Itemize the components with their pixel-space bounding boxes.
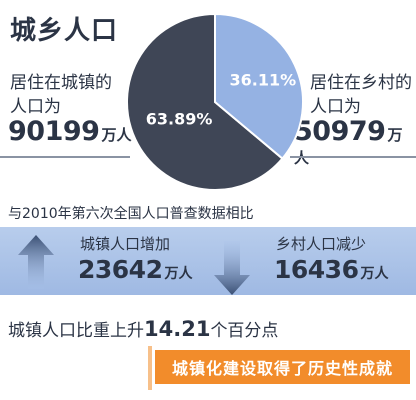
urban-label-line2: 人口为: [10, 97, 61, 117]
urban-change-label: 城镇人口增加: [80, 235, 171, 253]
urban-change-value: 23642: [78, 255, 163, 284]
rural-label-line2: 人口为: [310, 97, 361, 117]
urban-label-line1: 居住在城镇的: [10, 73, 112, 93]
rural-change-unit: 万人: [360, 266, 389, 282]
arrow-up-icon: [18, 235, 54, 289]
rise-value: 14.21: [144, 317, 211, 341]
banner-accent-bar: [148, 346, 152, 390]
rural-value: 50979: [294, 116, 386, 147]
pie-label-rural: 36.11%: [230, 71, 297, 90]
rural-change-group: 16436 万人: [274, 255, 388, 284]
rural-change-label: 乡村人口减少: [276, 235, 367, 253]
rural-value-group: 50979 万人: [294, 116, 416, 168]
urban-divider: [0, 156, 130, 158]
rural-unit: 万人: [294, 126, 403, 167]
urban-change-group: 23642 万人: [78, 255, 192, 284]
rise-prefix: 城镇人口比重上升: [8, 321, 144, 341]
urban-share-rise: 城镇人口比重上升14.21个百分点: [8, 316, 278, 341]
rural-divider: [290, 156, 416, 158]
urban-value-group: 90199 万人: [8, 116, 131, 147]
pie-label-urban: 63.89%: [146, 110, 213, 129]
comparison-heading: 与2010年第六次全国人口普查数据相比: [8, 206, 254, 222]
urban-unit: 万人: [101, 126, 132, 144]
comparison-band: 城镇人口增加 23642 万人 乡村人口减少 16436 万人: [0, 227, 416, 295]
rural-change-value: 16436: [274, 255, 359, 284]
pie-slice-urban: [126, 12, 284, 191]
rural-label-line1: 居住在乡村的: [310, 73, 412, 93]
urban-change-unit: 万人: [164, 266, 193, 282]
conclusion-banner: 城镇化建设取得了历史性成就: [155, 350, 410, 384]
rise-suffix: 个百分点: [210, 321, 279, 341]
pie-slice-rural: [214, 12, 304, 160]
urban-value: 90199: [8, 116, 100, 147]
arrow-down-icon: [214, 241, 250, 295]
urban-rural-pie-chart: 63.89% 36.11%: [126, 12, 304, 191]
page-title: 城乡人口: [10, 16, 119, 46]
